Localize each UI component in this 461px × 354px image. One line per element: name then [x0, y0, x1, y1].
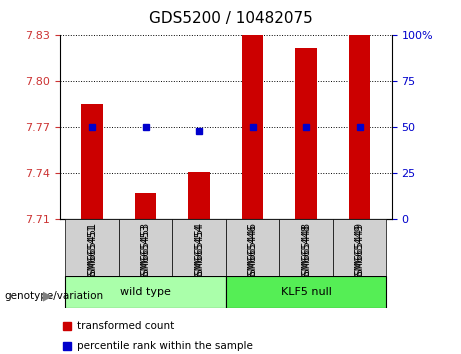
Text: GDS5200 / 10482075: GDS5200 / 10482075 [148, 11, 313, 25]
Bar [296, 48, 317, 219]
FancyBboxPatch shape [279, 219, 333, 276]
Bar [81, 104, 103, 219]
FancyBboxPatch shape [65, 276, 226, 308]
Text: GSM665454: GSM665454 [194, 222, 204, 281]
FancyBboxPatch shape [226, 276, 386, 308]
FancyBboxPatch shape [119, 219, 172, 276]
FancyBboxPatch shape [333, 219, 386, 276]
Text: GSM665446: GSM665446 [248, 224, 258, 283]
Text: GSM665453: GSM665453 [141, 222, 151, 281]
Text: GSM665448: GSM665448 [301, 222, 311, 281]
Text: GSM665453: GSM665453 [141, 224, 151, 283]
Text: wild type: wild type [120, 287, 171, 297]
Text: GSM665454: GSM665454 [194, 224, 204, 283]
Text: GSM665449: GSM665449 [355, 224, 365, 283]
FancyBboxPatch shape [172, 219, 226, 276]
Text: GSM665449: GSM665449 [355, 222, 365, 281]
Text: ▶: ▶ [43, 289, 53, 302]
Bar [242, 35, 263, 219]
FancyBboxPatch shape [226, 219, 279, 276]
FancyBboxPatch shape [65, 219, 119, 276]
Text: KLF5 null: KLF5 null [281, 287, 331, 297]
Text: transformed count: transformed count [77, 321, 174, 331]
Bar [135, 193, 156, 219]
Text: GSM665451: GSM665451 [87, 224, 97, 283]
Text: genotype/variation: genotype/variation [5, 291, 104, 301]
Text: GSM665446: GSM665446 [248, 222, 258, 281]
Bar [349, 35, 371, 219]
Text: percentile rank within the sample: percentile rank within the sample [77, 341, 253, 350]
Text: GSM665451: GSM665451 [87, 222, 97, 281]
Bar [189, 172, 210, 219]
Text: GSM665448: GSM665448 [301, 224, 311, 283]
